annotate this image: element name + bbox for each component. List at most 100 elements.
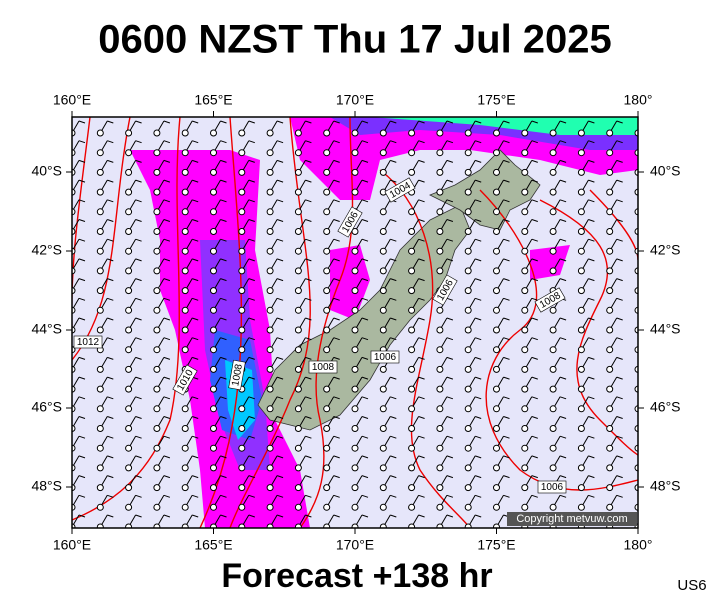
station — [323, 228, 331, 235]
station — [351, 267, 359, 275]
wind-barb — [418, 219, 425, 222]
wind-barb — [637, 191, 638, 193]
station — [521, 444, 529, 452]
wind-barb — [645, 318, 651, 320]
station — [436, 346, 444, 354]
station — [493, 346, 500, 354]
station — [294, 228, 302, 235]
wind-barb — [248, 159, 255, 163]
wind-barb — [192, 455, 199, 459]
station — [153, 425, 161, 432]
wind-barb — [637, 427, 638, 429]
station — [577, 484, 585, 492]
wind-barb — [588, 297, 595, 301]
wind-barb — [588, 376, 595, 380]
wind-barb — [446, 317, 454, 321]
station — [493, 267, 500, 275]
wind-barb — [637, 269, 638, 271]
station — [577, 149, 585, 157]
station — [210, 149, 217, 157]
station — [549, 444, 557, 452]
station — [379, 129, 387, 137]
wind-barb — [616, 238, 623, 242]
station — [323, 188, 331, 196]
wind-barb — [559, 337, 567, 341]
station — [181, 484, 189, 492]
station — [493, 484, 500, 492]
station — [606, 267, 614, 275]
isobar-value: 1012 — [77, 337, 100, 348]
wind-barb — [645, 515, 651, 517]
station — [96, 425, 104, 432]
wind-barb — [135, 416, 142, 419]
station — [436, 464, 444, 472]
wind-barb — [135, 356, 142, 360]
wind-barb — [135, 494, 142, 498]
wind-barb — [333, 238, 340, 242]
station — [210, 228, 217, 235]
wind-barb — [361, 475, 369, 479]
wind-barb — [305, 219, 312, 222]
station — [153, 346, 161, 354]
wind-barb — [531, 140, 538, 144]
station — [577, 247, 585, 255]
station — [521, 168, 529, 176]
station — [153, 228, 161, 235]
station — [181, 503, 189, 511]
wind-barb — [78, 238, 86, 242]
wind-barb — [588, 356, 595, 360]
wind-barb — [503, 356, 510, 360]
wind-barb — [135, 120, 142, 124]
wind-barb — [78, 455, 86, 459]
wind-barb — [418, 494, 425, 498]
station — [210, 287, 217, 295]
wind-barb — [418, 297, 425, 301]
wind-barb — [163, 219, 171, 222]
station — [493, 444, 500, 452]
wind-barb — [475, 455, 482, 459]
wind-barb — [446, 455, 454, 459]
station — [408, 267, 416, 275]
station — [238, 405, 246, 413]
wind-barb — [276, 159, 284, 163]
station — [323, 287, 331, 295]
label-box — [172, 364, 198, 396]
station — [294, 287, 302, 295]
station — [351, 405, 359, 413]
station — [577, 503, 585, 511]
station — [96, 503, 104, 511]
wind-barb — [418, 416, 425, 419]
station — [606, 405, 614, 413]
station — [96, 247, 104, 255]
station — [464, 523, 472, 528]
lon-label: 175°E — [477, 92, 515, 108]
station — [436, 365, 444, 373]
wind-barb — [248, 219, 255, 222]
wind-barb — [418, 238, 425, 242]
isobar — [72, 117, 181, 521]
station — [181, 464, 189, 472]
wind-barb — [418, 455, 425, 459]
wind-barb — [645, 200, 651, 202]
station — [351, 346, 359, 354]
station — [351, 149, 359, 157]
station — [181, 228, 189, 235]
wind-barb — [446, 337, 454, 341]
station — [153, 444, 161, 452]
station — [125, 168, 133, 176]
wind-barb — [446, 179, 454, 183]
wind-barb — [616, 317, 623, 321]
station — [294, 385, 302, 393]
wind-barb — [107, 199, 114, 203]
wind-barb — [78, 435, 86, 439]
wind-barb — [446, 416, 454, 419]
station — [238, 425, 246, 432]
station — [493, 503, 500, 511]
wind-barb — [107, 435, 114, 439]
isobar — [479, 189, 638, 491]
station — [153, 484, 161, 492]
station — [408, 444, 416, 452]
isobar-value: 1008 — [312, 362, 335, 373]
station — [408, 503, 416, 511]
station — [436, 149, 444, 157]
